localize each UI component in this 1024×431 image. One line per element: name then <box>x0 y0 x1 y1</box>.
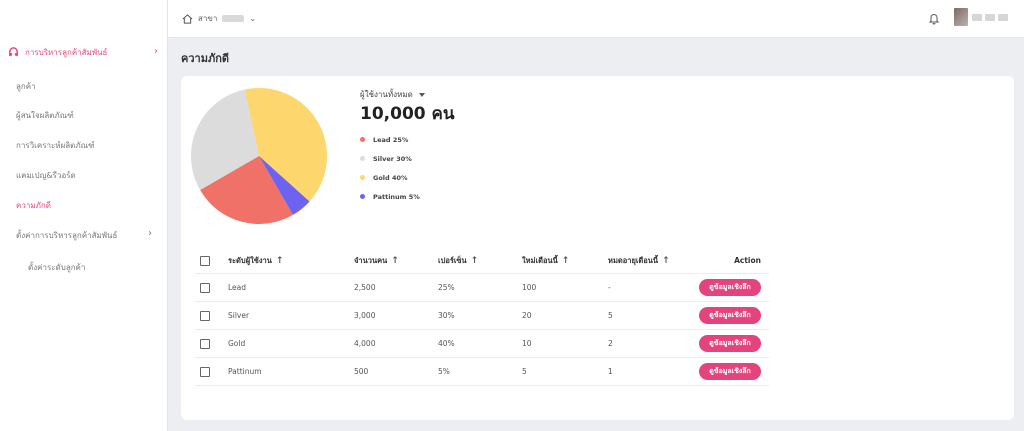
topbar: สาขา ⌄ <box>168 0 1024 38</box>
legend-dot <box>360 156 365 161</box>
branch-selector[interactable]: สาขา ⌄ <box>182 12 256 25</box>
user-name-redacted[interactable] <box>972 14 1008 21</box>
sidebar-item-label: การบริหารลูกค้าสัมพันธ์ <box>25 48 108 57</box>
row-checkbox[interactable] <box>200 282 210 293</box>
summary-value: 10,000 คน <box>360 104 455 124</box>
cell-count: 4,000 <box>354 339 376 348</box>
cell-count: 3,000 <box>354 311 376 320</box>
sort-arrow-icon[interactable]: ↑ <box>275 255 284 266</box>
select-all-checkbox[interactable] <box>200 255 210 266</box>
legend-dot <box>360 194 365 199</box>
cell-percent: 40% <box>438 339 455 348</box>
pie-slice-gold <box>244 88 327 202</box>
pie-slice-silver <box>191 89 259 190</box>
legend-dot <box>360 137 365 142</box>
cell-expire: 2 <box>608 339 613 348</box>
table-row: Gold 4,000 40% 10 2 ดูข้อมูลเชิงลึก <box>195 330 769 358</box>
view-details-button[interactable]: ดูข้อมูลเชิงลึก <box>699 307 761 324</box>
sidebar-item-label: แคมเปญ&รีวอร์ด <box>16 171 76 180</box>
table-row: Silver 3,000 30% 20 5 ดูข้อมูลเชิงลึก <box>195 302 769 330</box>
sidebar-item-interested[interactable]: ผู้สนใจผลิตภัณฑ์ <box>16 109 74 122</box>
levels-table: ระดับผู้ใช้งาน ↑ จำนวนคน ↑ เปอร์เซ็น ↑ ใหม่… <box>195 248 769 386</box>
legend-item: Silver 30% <box>360 149 420 168</box>
summary-label: ผู้ใช้งานทั้งหมด <box>360 90 413 99</box>
legend-label: Silver 30% <box>373 154 412 163</box>
avatar[interactable] <box>954 8 968 26</box>
cell-new: 10 <box>522 339 532 348</box>
sidebar-item-customers[interactable]: ลูกค้า <box>16 80 36 93</box>
caret-down-icon <box>418 92 425 97</box>
sidebar-item-product-analysis[interactable]: การวิเคราะห์ผลิตภัณฑ์ <box>16 139 95 152</box>
sort-arrow-icon[interactable]: ↑ <box>662 255 670 266</box>
cell-new: 5 <box>522 367 527 376</box>
chevron-right-icon: › <box>148 228 152 239</box>
cell-expire: 1 <box>608 367 613 376</box>
legend-item: Gold 40% <box>360 168 420 187</box>
sidebar-item-label: ลูกค้า <box>16 82 36 91</box>
view-details-button[interactable]: ดูข้อมูลเชิงลึก <box>699 279 761 296</box>
cell-expire: 5 <box>608 311 613 320</box>
cell-level: Silver <box>228 311 250 320</box>
col-level[interactable]: ระดับผู้ใช้งาน ↑ <box>228 255 284 266</box>
view-details-button[interactable]: ดูข้อมูลเชิงลึก <box>699 363 761 380</box>
sidebar-item-campaign[interactable]: แคมเปญ&รีวอร์ด <box>16 169 76 182</box>
cell-level: Pattinum <box>228 367 262 376</box>
col-new[interactable]: ใหม่เดือนนี้ ↑ <box>522 255 570 266</box>
sidebar: การบริหารลูกค้าสัมพันธ์ › ลูกค้า ผู้สนใจ… <box>0 0 168 431</box>
sidebar-item-label: ตั้งค่าระดับลูกค้า <box>28 263 86 272</box>
table-row: Pattinum 500 5% 5 1 ดูข้อมูลเชิงลึก <box>195 358 769 386</box>
chevron-right-icon: › <box>154 46 158 57</box>
legend-item: Lead 25% <box>360 130 420 149</box>
pie-slice-lead <box>200 156 293 224</box>
row-checkbox[interactable] <box>200 366 210 377</box>
table-header: ระดับผู้ใช้งาน ↑ จำนวนคน ↑ เปอร์เซ็น ↑ ใหม่… <box>195 248 769 274</box>
branch-name-redacted <box>222 15 245 22</box>
summary-dropdown[interactable]: ผู้ใช้งานทั้งหมด <box>360 88 425 101</box>
view-details-button[interactable]: ดูข้อมูลเชิงลึก <box>699 335 761 352</box>
bell-icon[interactable] <box>928 12 940 25</box>
cell-new: 100 <box>522 283 537 292</box>
page-title: ความภักดี <box>181 52 230 65</box>
cell-level: Gold <box>228 339 246 348</box>
home-icon <box>182 13 193 24</box>
legend-item: Pattinum 5% <box>360 187 420 206</box>
cell-new: 20 <box>522 311 532 320</box>
legend-label: Pattinum 5% <box>373 192 420 201</box>
cell-percent: 5% <box>438 367 450 376</box>
cell-expire: - <box>608 283 611 292</box>
table-row: Lead 2,500 25% 100 - ดูข้อมูลเชิงลึก <box>195 274 769 302</box>
cell-level: Lead <box>228 283 247 292</box>
loyalty-card: ผู้ใช้งานทั้งหมด 10,000 คน Lead 25% Silv… <box>181 76 1014 420</box>
col-expire[interactable]: หมดอายุเดือนนี้ ↑ <box>608 255 670 266</box>
pie-chart <box>191 88 327 224</box>
sidebar-item-crm-settings[interactable]: ตั้งค่าการบริหารลูกค้าสัมพันธ์ › <box>16 228 152 242</box>
sidebar-item-loyalty[interactable]: ความภักดี <box>16 199 51 212</box>
sidebar-item-label: ความภักดี <box>16 201 51 210</box>
chart-legend: Lead 25% Silver 30% Gold 40% Pattinum 5% <box>360 130 420 206</box>
branch-label: สาขา <box>198 14 218 23</box>
sort-arrow-icon[interactable]: ↑ <box>561 255 570 266</box>
cell-count: 2,500 <box>354 283 376 292</box>
row-checkbox[interactable] <box>200 338 210 349</box>
cell-count: 500 <box>354 367 369 376</box>
cell-percent: 25% <box>438 283 455 292</box>
col-count[interactable]: จำนวนคน ↑ <box>354 255 399 266</box>
chevron-down-icon: ⌄ <box>249 14 257 23</box>
sidebar-item-label: การวิเคราะห์ผลิตภัณฑ์ <box>16 141 95 150</box>
cell-percent: 30% <box>438 311 455 320</box>
sidebar-item-customer-levels[interactable]: ตั้งค่าระดับลูกค้า <box>28 261 85 274</box>
legend-label: Gold 40% <box>373 173 408 182</box>
col-percent[interactable]: เปอร์เซ็น ↑ <box>438 255 479 266</box>
crm-icon <box>9 47 18 57</box>
legend-dot <box>360 175 365 180</box>
sort-arrow-icon[interactable]: ↑ <box>391 255 399 266</box>
sidebar-item-label: ผู้สนใจผลิตภัณฑ์ <box>16 111 74 120</box>
legend-label: Lead 25% <box>373 135 409 144</box>
col-action: Action <box>734 256 761 265</box>
sort-arrow-icon[interactable]: ↑ <box>470 255 479 266</box>
pie-slice-pattinum <box>259 156 310 215</box>
row-checkbox[interactable] <box>200 310 210 321</box>
sidebar-item-label: ตั้งค่าการบริหารลูกค้าสัมพันธ์ <box>16 231 118 240</box>
sidebar-item-crm[interactable]: การบริหารลูกค้าสัมพันธ์ › <box>8 46 158 59</box>
